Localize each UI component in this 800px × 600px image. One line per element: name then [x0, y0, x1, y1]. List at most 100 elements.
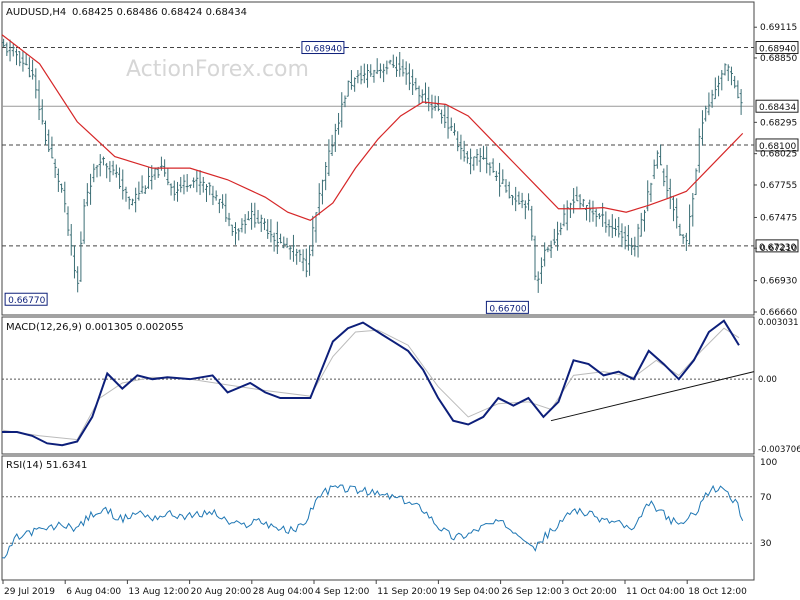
- price-bar: [124, 186, 128, 202]
- price-bar: [559, 222, 563, 236]
- price-bar: [304, 248, 308, 278]
- price-bar: [140, 175, 144, 194]
- price-bar: [166, 167, 170, 186]
- price-bar: [50, 136, 54, 159]
- time-tick-label: 20 Aug 20:00: [191, 587, 252, 597]
- price-annotation-0: 0.68940: [301, 41, 348, 55]
- rsi-tick-label: 30: [760, 539, 772, 549]
- price-bar: [575, 186, 579, 202]
- price-bar: [224, 193, 228, 222]
- price-bar: [356, 69, 360, 84]
- price-bar: [662, 168, 666, 187]
- macd-trendline: [550, 371, 755, 422]
- price-bar: [311, 215, 315, 257]
- level-tag-3: 0.68434: [755, 99, 799, 113]
- price-bar: [192, 177, 196, 188]
- price-panel: [1, 1, 755, 316]
- price-bar: [700, 110, 704, 146]
- price-bar: [671, 195, 675, 222]
- price-bar: [485, 146, 489, 174]
- price-bar: [465, 151, 469, 164]
- price-bar: [697, 128, 701, 173]
- time-tick-label: 6 Aug 04:00: [66, 587, 121, 597]
- price-bar: [507, 181, 511, 199]
- price-annotation-1: 0.66770: [4, 292, 48, 306]
- price-bar: [359, 65, 363, 85]
- price-tick-label: 0.68295: [760, 118, 797, 128]
- price-bar: [217, 198, 221, 214]
- time-tick-label: 19 Sep 04:00: [439, 587, 499, 597]
- price-bar: [533, 235, 537, 281]
- price-bar: [337, 112, 341, 135]
- price-bar: [130, 198, 134, 206]
- macd-title: MACD(12,26,9) 0.001305 0.002055: [6, 322, 184, 333]
- price-bar: [2, 38, 6, 47]
- price-bar: [314, 212, 318, 243]
- price-bar: [459, 134, 463, 160]
- price-bar: [639, 212, 643, 237]
- price-bar: [185, 174, 189, 192]
- price-bar: [543, 242, 547, 267]
- price-bar: [24, 53, 28, 66]
- price-bar: [675, 198, 679, 229]
- price-bar: [250, 202, 254, 230]
- price-bar: [498, 162, 502, 197]
- price-bar: [417, 85, 421, 105]
- price-bar: [594, 208, 598, 227]
- time-tick-label: 3 Oct 20:00: [564, 587, 617, 597]
- time-tick-label: 4 Sep 12:00: [315, 587, 370, 597]
- watermark: ActionForex.com: [126, 57, 309, 82]
- price-bar: [488, 162, 492, 176]
- price-bar: [578, 194, 582, 209]
- price-bar: [327, 139, 331, 177]
- price-bar: [430, 94, 434, 119]
- price-bar: [346, 80, 350, 97]
- price-tick-label: 0.68850: [760, 54, 797, 64]
- price-bar: [121, 169, 125, 200]
- price-bar: [69, 224, 73, 256]
- price-bar: [710, 89, 714, 108]
- price-bar: [76, 266, 80, 293]
- macd-tick-label: -0.003706: [758, 445, 800, 455]
- price-bar: [494, 170, 498, 182]
- price-bar: [478, 147, 482, 173]
- price-bar: [246, 211, 250, 221]
- price-bar: [443, 104, 447, 128]
- price-bar: [527, 193, 531, 211]
- macd-layer: [1, 319, 755, 447]
- price-bar: [89, 173, 93, 205]
- price-bar: [655, 150, 659, 169]
- price-bar: [382, 63, 386, 83]
- price-bar: [597, 213, 601, 220]
- price-bar: [211, 185, 215, 206]
- price-bar: [375, 58, 379, 75]
- price-bar: [114, 164, 118, 178]
- price-bar: [150, 165, 154, 190]
- price-bar: [607, 219, 611, 237]
- price-bar: [349, 70, 353, 90]
- price-bar: [137, 181, 141, 201]
- price-bar: [623, 226, 627, 250]
- price-bar: [581, 198, 585, 208]
- annotation-text: 0.68940: [305, 45, 342, 55]
- price-bar: [420, 89, 424, 103]
- price-bar: [308, 245, 312, 276]
- price-tick-label: 0.69115: [760, 23, 797, 33]
- price-tick-label: 0.66930: [760, 277, 797, 287]
- rsi-tick-label: 70: [760, 493, 772, 503]
- price-bar: [704, 105, 708, 122]
- price-bar: [118, 167, 122, 189]
- price-bar: [282, 236, 286, 249]
- price-tick-label: 0.68025: [760, 150, 797, 160]
- price-bar: [678, 223, 682, 236]
- price-bar: [729, 66, 733, 86]
- price-bar: [288, 245, 292, 260]
- price-bar: [475, 149, 479, 166]
- price-bar: [108, 161, 112, 182]
- price-bar: [176, 181, 180, 202]
- level-tag-text: 0.68940: [759, 45, 796, 55]
- price-bar: [378, 63, 382, 79]
- price-bar: [501, 169, 505, 184]
- rsi-layer: [1, 484, 754, 559]
